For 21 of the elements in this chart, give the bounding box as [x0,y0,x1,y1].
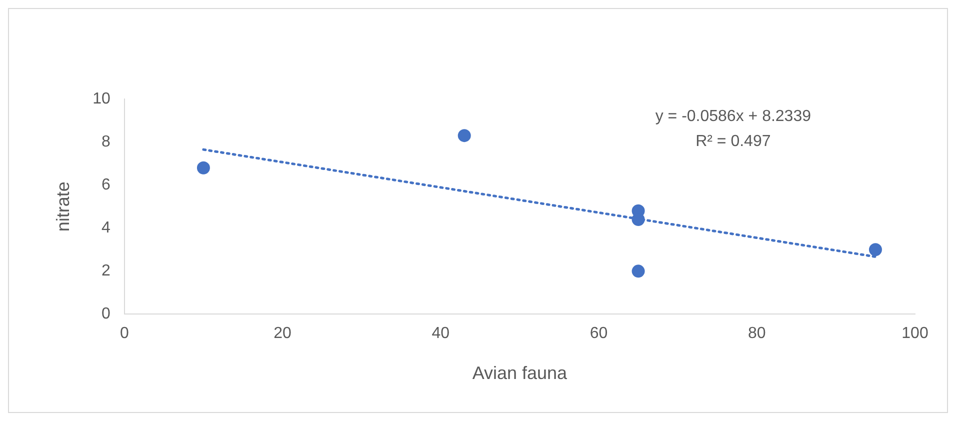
point [868,243,882,256]
x-axis-title: Avian fauna [472,363,568,384]
y-tick-label: 6 [101,176,110,194]
x-tick-label: 20 [274,325,292,342]
y-tick-label: 0 [101,306,110,323]
annotation: R² = 0.497 [696,133,771,150]
x-tick-label: 100 [902,325,928,342]
point [632,213,645,226]
point [458,129,471,142]
x-tick-label: 80 [748,325,766,342]
x-tick-label: 40 [432,325,450,342]
y-axis-title: nitrate [52,182,73,232]
x-tick-label: 0 [120,325,129,342]
annotation: y = -0.0586x + 8.2339 [655,108,812,125]
y-tick-label: 4 [101,220,110,237]
point [632,264,645,278]
y-tick-label: 8 [101,133,110,150]
point [196,161,210,174]
x-tick-label: 60 [590,325,608,342]
y-tick-label: 10 [92,90,110,108]
y-tick-label: 2 [101,262,110,280]
